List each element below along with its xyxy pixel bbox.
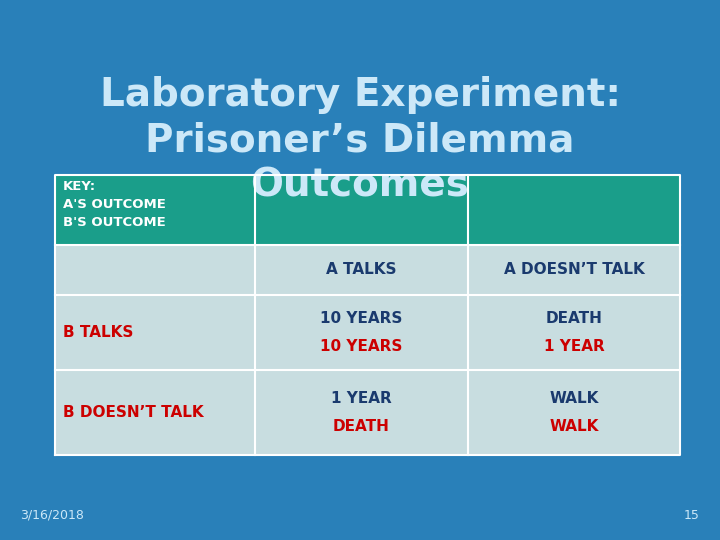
Text: Laboratory Experiment:
Prisoner’s Dilemma
Outcomes: Laboratory Experiment: Prisoner’s Dilemm… (99, 76, 621, 205)
Bar (55, 175, 680, 245)
Text: WALK: WALK (549, 391, 599, 406)
Text: 1 YEAR: 1 YEAR (331, 391, 392, 406)
Text: 3/16/2018: 3/16/2018 (20, 509, 84, 522)
Text: 10 YEARS: 10 YEARS (320, 339, 402, 354)
Text: B TALKS: B TALKS (63, 325, 133, 340)
Text: 1 YEAR: 1 YEAR (544, 339, 604, 354)
Text: 10 YEARS: 10 YEARS (320, 311, 402, 326)
Text: WALK: WALK (549, 419, 599, 434)
Text: A TALKS: A TALKS (326, 262, 397, 278)
Text: DEATH: DEATH (333, 419, 390, 434)
Text: 15: 15 (684, 509, 700, 522)
Bar (55, 295, 680, 370)
Text: A DOESN’T TALK: A DOESN’T TALK (503, 262, 644, 278)
Bar (55, 175, 680, 455)
Text: DEATH: DEATH (546, 311, 603, 326)
Text: KEY:
A'S OUTCOME
B'S OUTCOME: KEY: A'S OUTCOME B'S OUTCOME (63, 180, 166, 230)
Text: B DOESN’T TALK: B DOESN’T TALK (63, 405, 204, 420)
Bar (55, 370, 680, 455)
